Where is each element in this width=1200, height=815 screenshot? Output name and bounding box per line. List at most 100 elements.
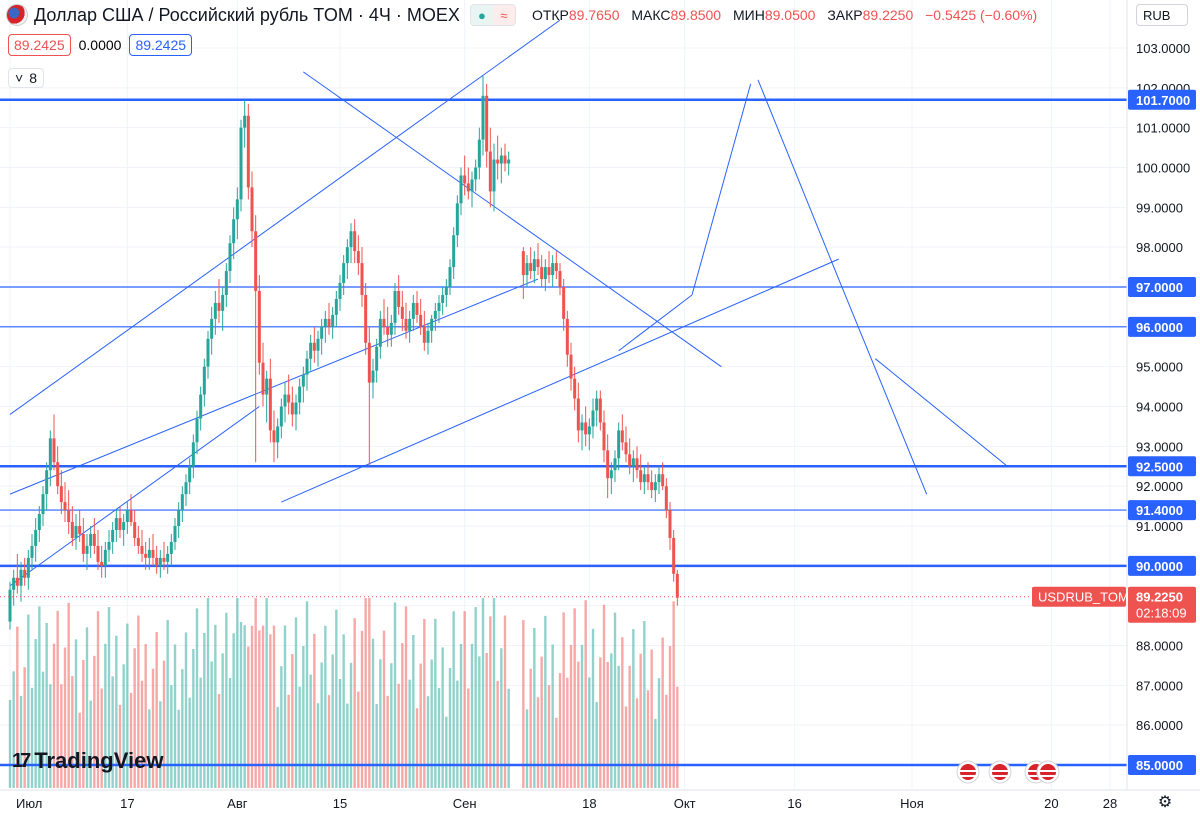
indicators-toggle[interactable]: ˅ 8 [8, 68, 44, 88]
candle [129, 510, 133, 523]
candle [213, 302, 217, 319]
volume-bar [393, 602, 397, 788]
volume-bar [408, 679, 411, 788]
volume-bar [665, 694, 668, 788]
candle [272, 430, 276, 443]
trendlines [9, 19, 1008, 587]
countdown-label: 02:18:09 [1136, 606, 1187, 621]
candle [459, 175, 463, 204]
volume-bar [63, 647, 67, 788]
candle [96, 545, 100, 562]
candle [584, 422, 588, 435]
close-value: 89.2250 [862, 7, 914, 23]
level-label: 92.5000 [1136, 459, 1183, 474]
volume-bar [287, 694, 290, 788]
volume-bar [195, 608, 199, 788]
candle [463, 175, 467, 184]
volume-bar [327, 695, 331, 788]
candle [290, 402, 294, 415]
candle [661, 474, 665, 487]
candle [587, 426, 591, 435]
candle [642, 474, 646, 483]
volume-bar [250, 625, 254, 788]
level-label-bg [1128, 500, 1196, 521]
volume-bar [507, 688, 510, 788]
volume-bar [610, 653, 613, 788]
sell-price[interactable]: 89.2425 [8, 34, 71, 56]
price-tick-label: 92.0000 [1136, 479, 1183, 494]
currency-selector[interactable]: RUB [1136, 4, 1188, 26]
volume-bar [203, 632, 206, 788]
volume-bar [225, 612, 228, 788]
candle [232, 219, 236, 244]
volume-bar [522, 620, 525, 788]
volume-bar [357, 691, 360, 788]
volume-bar [316, 703, 320, 788]
candle [169, 541, 173, 554]
trendline [838, 278, 928, 495]
us-flag-event-icon [1040, 770, 1056, 772]
volume-bar [206, 598, 210, 788]
settings-gear-icon[interactable]: ⚙ [1157, 794, 1173, 811]
volume-bar [151, 668, 155, 788]
candle [217, 302, 221, 311]
candle [246, 115, 250, 188]
volume-bar [415, 708, 419, 788]
trendline [281, 258, 839, 503]
candle [257, 290, 261, 363]
volume-bar [144, 644, 147, 788]
volume-bar [503, 615, 507, 788]
volume-bar [210, 661, 213, 788]
last-price-label: 89.2250 [1136, 590, 1183, 605]
volume-bar [430, 659, 433, 788]
volume-bar [657, 678, 661, 788]
level-label-bg [1128, 456, 1196, 477]
volume-bar [599, 657, 602, 788]
candle [543, 267, 547, 280]
status-pill[interactable]: ● ≈ [469, 4, 516, 26]
candle [8, 589, 12, 622]
candle [23, 569, 27, 578]
candle [470, 179, 474, 192]
candle [37, 514, 41, 530]
us-flag-event-icon [1028, 775, 1044, 777]
volume-bar [100, 688, 103, 788]
candle [547, 267, 551, 276]
volume-bar [280, 666, 283, 788]
candles [8, 75, 679, 630]
volume-bar [294, 617, 298, 788]
candle [474, 167, 478, 180]
candle [576, 398, 580, 431]
candle [206, 338, 210, 367]
candle [199, 394, 203, 419]
volume-bar [291, 654, 294, 788]
candle [349, 231, 353, 248]
candle [499, 155, 503, 164]
volume-bar [621, 637, 624, 788]
volume-bar [19, 695, 23, 788]
volume-bar [412, 635, 415, 788]
tradingview-logo[interactable]: 17 TradingView [12, 748, 163, 774]
volume-bar [177, 709, 180, 788]
open-value: 89.7650 [568, 7, 620, 23]
candle [243, 115, 247, 128]
volume-bar [456, 680, 459, 788]
candle [617, 430, 621, 459]
buy-price[interactable]: 89.2425 [129, 34, 193, 56]
candle [382, 318, 386, 327]
volume-bar [577, 661, 580, 788]
volume-bar [324, 625, 327, 788]
volume-bar [346, 703, 349, 788]
volume-bar [45, 623, 48, 788]
volume-bar [254, 598, 257, 788]
symbol-title[interactable]: Доллар США / Российский рубль TOM · 4Ч ·… [34, 4, 460, 25]
candle [356, 251, 360, 264]
volume-bar [573, 608, 576, 788]
volume-bar [148, 709, 151, 788]
volume-bar [566, 677, 569, 788]
volume-bar [126, 623, 129, 788]
candle [595, 398, 599, 411]
volume-bar [606, 662, 609, 788]
candle [305, 358, 309, 375]
